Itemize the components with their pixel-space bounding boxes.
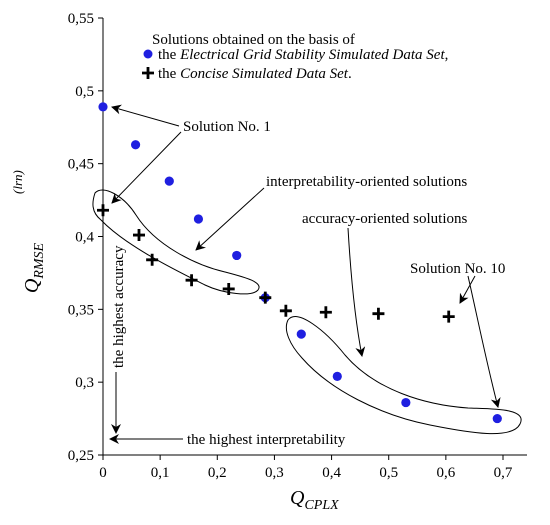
data-marks [97,102,502,424]
annotation-accuracy: accuracy-oriented solutions [302,211,468,227]
x-ticks: 0 0,1 0,2 0,3 0,4 0,5 0,6 0,7 [99,455,513,481]
legend-entry-2: the Concise Simulated Data Set. [158,66,352,82]
y-tick-label: 0,3 [75,375,94,391]
y-tick-label: 0,4 [75,230,94,246]
y-axis-superscript: (lrn) [10,170,25,194]
annotation-highest-interpretability: the highest interpretability [187,432,346,448]
scatter-point-plus [442,310,455,323]
scatter-point-circle [296,329,306,339]
x-tick-label: 0,7 [494,465,513,481]
annotation-solution-10: Solution No. 10 [410,261,505,277]
legend-entry-1: the Electrical Grid Stability Simulated … [158,47,448,63]
y-tick-label: 0,35 [68,302,94,318]
scatter-point-circle [193,214,204,224]
svg-text:QRMSE: QRMSE [21,242,47,293]
x-tick-label: 0,3 [265,465,284,481]
scatter-point-circle [164,176,174,186]
annotation-solution-1: Solution No. 1 [183,119,271,135]
y-tick-label: 0,5 [75,84,94,100]
scatter-point-circle [401,397,411,408]
scatter-point-plus [279,304,292,317]
interpretability-region-outline [92,189,260,295]
legend-title: Solutions obtained on the basis of [152,32,355,48]
scatter-point-plus [259,291,272,304]
scatter-point-circle [130,140,141,150]
scatter-point-plus [133,229,145,242]
arrow-solution10-to-plus [459,275,476,304]
x-tick-label: 0 [99,465,107,481]
y-ticks: 0,25 0,3 0,35 0,4 0,45 0,5 0,55 [68,11,103,464]
y-tick-label: 0,25 [68,448,94,464]
arrow-accuracy [347,227,366,357]
accuracy-region-outline [285,316,522,435]
scatter-point-plus [319,306,332,319]
legend: Solutions obtained on the basis of the E… [142,32,448,82]
x-tick-label: 0,1 [151,465,170,481]
annotation-arrows [109,104,501,444]
annotation-interpretability: interpretability-oriented solutions [266,174,467,190]
legend-marker-plus [142,67,154,79]
x-tick-label: 0,5 [379,465,398,481]
scatter-point-plus [97,204,109,217]
scatter-point-circle [492,413,502,424]
arrow-solution1-to-plus [111,131,182,204]
arrow-solution10-to-circle [467,275,501,408]
x-axis-title: QCPLX [290,487,339,513]
legend-marker-circle [143,49,153,59]
x-tick-label: 0,4 [322,465,341,481]
arrow-interpretability [195,187,265,251]
x-tick-label: 0,2 [208,465,227,481]
y-axis-title: QRMSE [21,242,47,293]
arrow-solution1-to-circle [111,104,180,127]
scatter-point-circle [98,102,108,112]
x-tick-label: 0,6 [436,465,455,481]
y-tick-label: 0,55 [68,11,94,27]
y-tick-label: 0,45 [68,157,94,173]
scatter-point-circle [332,371,342,381]
annotation-highest-accuracy: the highest accuracy [111,245,127,368]
scatter-point-circle [232,250,242,261]
scatter-point-plus [372,307,385,320]
